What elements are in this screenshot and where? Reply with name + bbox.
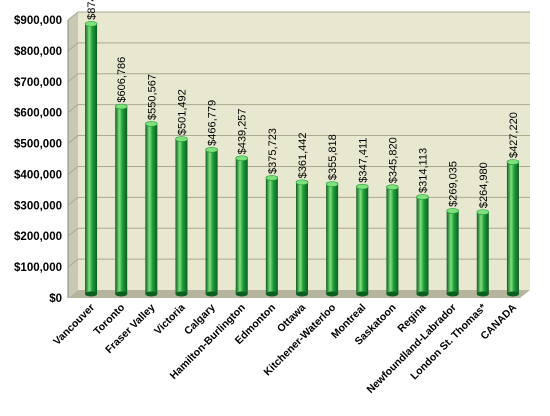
- x-tick-label: Victoria: [152, 302, 188, 338]
- bar-base: [356, 291, 369, 297]
- data-label: $550,567: [146, 74, 158, 120]
- data-label: $347,411: [357, 138, 369, 183]
- bar-cap: [355, 183, 369, 190]
- gridline: [67, 135, 530, 144]
- bar-body: [446, 210, 459, 294]
- bar-body: [326, 184, 339, 294]
- bar: [355, 183, 369, 297]
- bar-body: [506, 162, 519, 294]
- bar: [416, 194, 429, 297]
- bar-base: [175, 291, 188, 297]
- bar-body: [115, 106, 128, 294]
- bar: [84, 21, 98, 297]
- bar: [145, 121, 158, 297]
- bar-base: [145, 291, 158, 297]
- bar-base: [326, 291, 339, 297]
- gridline: [67, 42, 530, 52]
- bar-base: [446, 291, 459, 297]
- bar-base: [235, 291, 248, 297]
- bar-body: [476, 212, 489, 294]
- bar-cap: [235, 155, 249, 162]
- bar: [506, 159, 520, 297]
- bar-body: [175, 139, 188, 294]
- gridline: [67, 196, 530, 206]
- bar-cap: [145, 121, 158, 127]
- y-tick-label: $300,000: [14, 200, 62, 212]
- bar-base: [476, 291, 489, 297]
- bar-cap: [506, 159, 520, 165]
- bar-cap: [416, 194, 429, 200]
- data-label: $264,980: [478, 162, 490, 208]
- bar: [175, 136, 188, 297]
- data-label: $439,257: [237, 108, 249, 154]
- bar-body: [416, 196, 429, 294]
- gridline: [67, 258, 530, 268]
- bar-body: [85, 23, 98, 295]
- gridline: [67, 104, 530, 114]
- data-label: $314,113: [418, 148, 430, 193]
- bar-body: [356, 186, 369, 294]
- bar: [295, 179, 309, 297]
- bar-cap: [325, 181, 339, 187]
- y-tick-label: $900,000: [14, 15, 62, 27]
- bar-cap: [446, 208, 459, 214]
- bar-base: [85, 291, 98, 297]
- bar-body: [205, 149, 218, 294]
- bar: [386, 184, 399, 297]
- gridline: [67, 165, 530, 175]
- bar-cap: [175, 136, 188, 142]
- y-tick-label: $200,000: [14, 231, 62, 243]
- bar-base: [416, 291, 429, 297]
- bar-base: [296, 291, 308, 297]
- bar-base: [386, 291, 399, 297]
- x-tick-label: Vancouver: [51, 302, 97, 348]
- y-tick-label: $500,000: [14, 139, 62, 151]
- bar-body: [265, 177, 278, 294]
- bar: [325, 181, 339, 297]
- bar-cap: [114, 103, 128, 110]
- bar-cap: [476, 209, 490, 215]
- bar-cap: [295, 179, 309, 186]
- data-label: $466,779: [207, 100, 219, 146]
- bar-cap: [84, 21, 98, 27]
- y-tick-label: $100,000: [14, 262, 62, 274]
- gridline: [67, 11, 530, 21]
- data-label: $269,035: [448, 161, 460, 207]
- bar-base: [205, 291, 218, 297]
- bar: [205, 147, 218, 297]
- data-label: $874,561: [86, 0, 98, 20]
- bar-base: [115, 291, 128, 297]
- bar-cap: [265, 175, 279, 181]
- bar-cap: [386, 184, 399, 190]
- data-label: $606,786: [116, 57, 128, 103]
- bar: [446, 208, 459, 297]
- data-label: $345,820: [387, 137, 399, 183]
- bar-base: [506, 291, 519, 297]
- data-label: $375,723: [267, 128, 279, 174]
- bar-body: [145, 123, 158, 294]
- data-label: $355,818: [327, 134, 339, 180]
- plot-side-wall: [68, 12, 78, 298]
- bar: [265, 175, 279, 297]
- bar-base: [265, 291, 278, 297]
- y-tick-label: $600,000: [14, 108, 62, 120]
- y-tick-label: $800,000: [14, 46, 62, 58]
- y-tick-label: $700,000: [14, 77, 62, 89]
- data-label: $361,442: [297, 132, 309, 178]
- y-tick-label: $400,000: [14, 169, 62, 181]
- bar: [476, 209, 490, 297]
- bar-body: [296, 182, 308, 294]
- data-label: $427,220: [508, 112, 520, 158]
- gridline: [67, 73, 530, 83]
- data-label: $501,492: [176, 89, 188, 135]
- bar-body: [235, 158, 248, 294]
- y-tick-label: $0: [49, 293, 62, 305]
- bar: [235, 155, 249, 297]
- bar-cap: [205, 147, 218, 153]
- bar-body: [386, 187, 399, 294]
- gridline: [67, 227, 530, 237]
- bar: [114, 103, 128, 297]
